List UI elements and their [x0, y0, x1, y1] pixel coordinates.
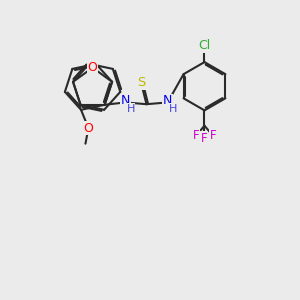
Text: O: O [83, 122, 93, 135]
Text: O: O [88, 61, 98, 74]
Text: S: S [137, 76, 146, 89]
Text: F: F [193, 129, 200, 142]
Text: F: F [201, 132, 208, 145]
Text: H: H [126, 104, 135, 114]
Text: N: N [121, 94, 130, 107]
Text: N: N [163, 94, 172, 107]
Text: F: F [209, 129, 216, 142]
Text: H: H [169, 104, 177, 114]
Text: Cl: Cl [198, 39, 211, 52]
